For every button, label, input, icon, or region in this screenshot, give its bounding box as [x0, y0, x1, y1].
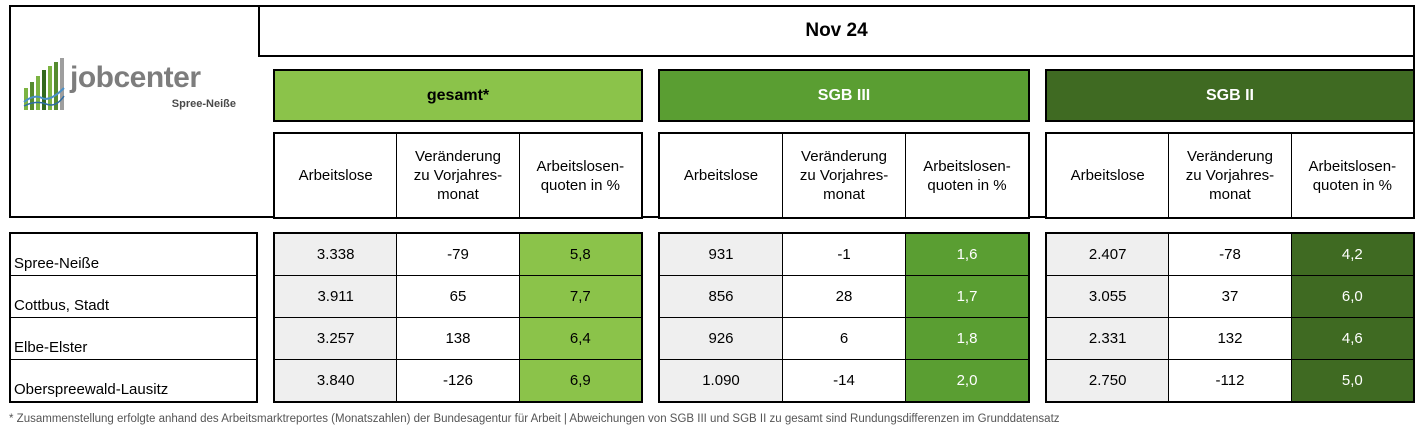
table-row: 856 28 1,7 — [660, 276, 1028, 318]
veraenderung-cell: 37 — [1169, 276, 1292, 317]
group-header-sgb3: SGB III — [658, 69, 1030, 122]
table-row: 3.257 138 6,4 — [275, 318, 641, 360]
region-label: Elbe-Elster — [11, 318, 256, 360]
arbeitslose-cell: 2.407 — [1047, 234, 1170, 275]
data-block-sgb2: 2.407 -78 4,2 3.055 37 6,0 2.331 132 4,6… — [1045, 232, 1415, 403]
region-label: Oberspreewald-Lausitz — [14, 381, 169, 398]
region-label: Spree-Neiße — [11, 234, 256, 276]
table-row: 2.331 132 4,6 — [1047, 318, 1413, 360]
bar-chart-logo-icon — [23, 58, 65, 110]
table-row: 1.090 -14 2,0 — [660, 360, 1028, 401]
arbeitslose-cell: 3.840 — [275, 360, 398, 401]
quote-cell: 1,8 — [906, 318, 1028, 359]
column-headers-sgb3: Arbeitslose Veränderung zu Vorjahres- mo… — [658, 132, 1030, 219]
arbeitslose-cell: 926 — [660, 318, 783, 359]
quote-cell: 4,6 — [1291, 318, 1413, 359]
veraenderung-cell: 132 — [1169, 318, 1292, 359]
quote-cell: 1,7 — [906, 276, 1028, 317]
arbeitslose-cell: 3.911 — [275, 276, 398, 317]
jobcenter-logo: jobcenter Spree-Neiße — [22, 58, 242, 114]
arbeitslose-cell: 931 — [660, 234, 783, 275]
table-row: 926 6 1,8 — [660, 318, 1028, 360]
table-row: 3.338 -79 5,8 — [275, 234, 641, 276]
veraenderung-cell: 28 — [783, 276, 906, 317]
arbeitslose-cell: 2.750 — [1047, 360, 1170, 401]
column-header-arbeitslose: Arbeitslose — [275, 134, 398, 217]
arbeitslose-cell: 856 — [660, 276, 783, 317]
veraenderung-cell: -79 — [397, 234, 520, 275]
table-row: 3.840 -126 6,9 — [275, 360, 641, 401]
quote-cell: 6,0 — [1291, 276, 1413, 317]
column-headers-gesamt: Arbeitslose Veränderung zu Vorjahres- mo… — [273, 132, 643, 219]
table-row: 3.055 37 6,0 — [1047, 276, 1413, 318]
table-row: 3.911 65 7,7 — [275, 276, 641, 318]
veraenderung-cell: -126 — [397, 360, 520, 401]
table-row: 2.750 -112 5,0 — [1047, 360, 1413, 401]
veraenderung-cell: -1 — [783, 234, 906, 275]
column-header-quote: Arbeitslosen- quoten in % — [1308, 157, 1397, 194]
veraenderung-cell: -112 — [1169, 360, 1292, 401]
quote-cell: 2,0 — [906, 360, 1028, 401]
arbeitslose-cell: 3.055 — [1047, 276, 1170, 317]
arbeitslose-cell: 1.090 — [660, 360, 783, 401]
column-header-quote: Arbeitslosen- quoten in % — [536, 157, 625, 194]
column-header-veraenderung: Veränderung zu Vorjahres- monat — [1169, 134, 1292, 217]
quote-cell: 6,9 — [519, 360, 641, 401]
column-header-veraenderung: Veränderung zu Vorjahres- monat — [397, 134, 520, 217]
group-header-gesamt: gesamt* — [273, 69, 643, 122]
data-block-sgb3: 931 -1 1,6 856 28 1,7 926 6 1,8 1.090 -1… — [658, 232, 1030, 403]
veraenderung-cell: 138 — [397, 318, 520, 359]
region-column: Spree-Neiße Cottbus, Stadt Elbe-Elster O… — [9, 232, 258, 403]
veraenderung-cell: -78 — [1169, 234, 1292, 275]
column-header-veraenderung: Veränderung zu Vorjahres- monat — [783, 134, 906, 217]
month-title: Nov 24 — [258, 5, 1415, 57]
column-header-quote: Arbeitslosen- quoten in % — [923, 157, 1011, 194]
arbeitslose-cell: 3.257 — [275, 318, 398, 359]
quote-cell: 4,2 — [1291, 234, 1413, 275]
arbeitslose-cell: 3.338 — [275, 234, 398, 275]
column-header-arbeitslose: Arbeitslose — [660, 134, 783, 217]
quote-cell: 5,0 — [1291, 360, 1413, 401]
data-block-gesamt: 3.338 -79 5,8 3.911 65 7,7 3.257 138 6,4… — [273, 232, 643, 403]
logo-wordmark: jobcenter — [70, 61, 201, 94]
quote-cell: 7,7 — [519, 276, 641, 317]
quote-cell: 5,8 — [519, 234, 641, 275]
group-header-sgb2: SGB II — [1045, 69, 1415, 122]
veraenderung-cell: 6 — [783, 318, 906, 359]
column-headers-sgb2: Arbeitslose Veränderung zu Vorjahres- mo… — [1045, 132, 1415, 219]
logo-subtitle: Spree-Neiße — [171, 98, 236, 110]
arbeitslose-cell: 2.331 — [1047, 318, 1170, 359]
column-header-arbeitslose: Arbeitslose — [1047, 134, 1170, 217]
region-label: Cottbus, Stadt — [11, 276, 256, 318]
quote-cell: 6,4 — [519, 318, 641, 359]
footnote: * Zusammenstellung erfolgte anhand des A… — [9, 413, 1060, 425]
veraenderung-cell: -14 — [783, 360, 906, 401]
veraenderung-cell: 65 — [397, 276, 520, 317]
table-row: 931 -1 1,6 — [660, 234, 1028, 276]
quote-cell: 1,6 — [906, 234, 1028, 275]
table-row: 2.407 -78 4,2 — [1047, 234, 1413, 276]
